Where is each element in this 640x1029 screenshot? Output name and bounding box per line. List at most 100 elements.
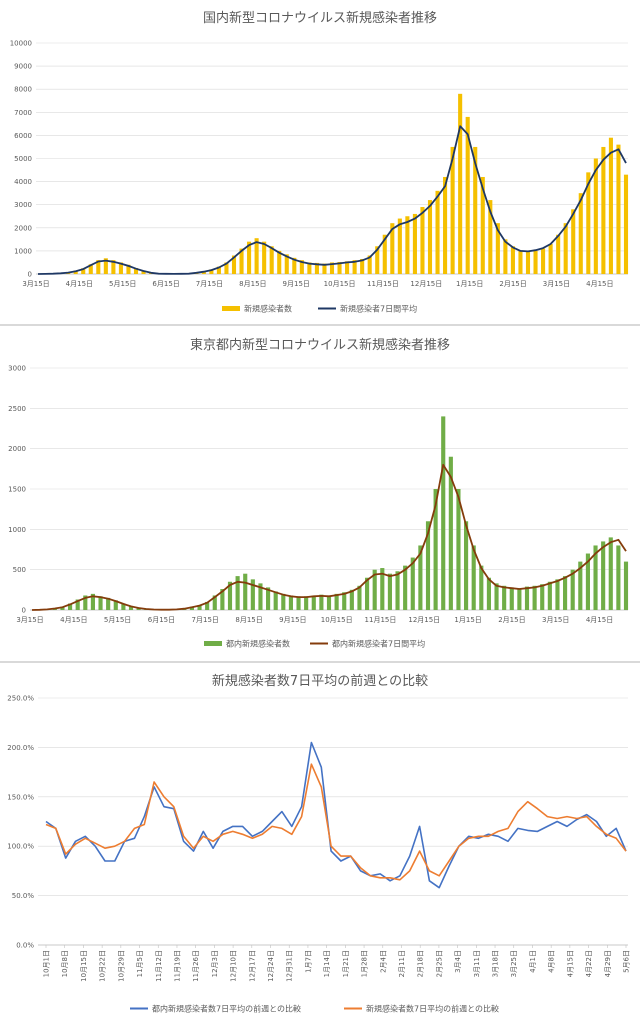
data-bar <box>281 594 285 610</box>
x-tick-label: 1月14日 <box>323 950 331 977</box>
data-bar <box>556 235 560 274</box>
data-bar <box>270 246 274 274</box>
data-bar <box>541 249 545 274</box>
y-tick-label: 10000 <box>10 40 32 48</box>
data-bar <box>357 586 361 610</box>
y-tick-label: 1500 <box>8 486 26 494</box>
data-bar <box>518 251 522 274</box>
x-tick-label: 1月15日 <box>456 280 483 288</box>
data-bar <box>555 579 559 610</box>
x-tick-label: 3月15日 <box>542 616 569 624</box>
y-tick-label: 3000 <box>8 365 26 373</box>
x-tick-label: 1月21日 <box>342 950 350 977</box>
data-bar <box>624 175 628 274</box>
x-tick-label: 3月15日 <box>16 616 43 624</box>
y-tick-label: 100.0% <box>7 843 34 851</box>
national-cases-chart: 国内新型コロナウイルス新規感染者推移0100020003000400050006… <box>0 0 640 323</box>
data-bar <box>487 578 491 610</box>
y-tick-label: 3000 <box>14 201 32 209</box>
panel-divider <box>0 661 640 663</box>
data-bar <box>420 207 424 274</box>
y-tick-label: 6000 <box>14 132 32 140</box>
x-tick-label: 5月15日 <box>104 616 131 624</box>
x-tick-label: 11月26日 <box>192 950 200 982</box>
x-tick-label: 11月5日 <box>136 950 144 977</box>
data-bar <box>456 489 460 610</box>
x-tick-label: 2月11日 <box>398 950 406 977</box>
x-tick-label: 8月15日 <box>239 280 266 288</box>
data-bar <box>601 541 605 610</box>
data-bar <box>533 586 537 610</box>
y-tick-label: 50.0% <box>12 892 35 900</box>
data-bar <box>312 595 316 610</box>
x-tick-label: 4月29日 <box>604 950 612 977</box>
data-bar <box>403 566 407 610</box>
data-bar <box>413 214 417 274</box>
data-bar <box>571 570 575 610</box>
x-tick-label: 5月6日 <box>623 950 631 973</box>
data-bar <box>549 244 553 274</box>
y-tick-label: 8000 <box>14 86 32 94</box>
y-tick-label: 4000 <box>14 178 32 186</box>
data-bar <box>296 596 300 610</box>
legend-label: 新規感染者7日間平均 <box>340 304 417 314</box>
x-tick-label: 12月15日 <box>410 280 442 288</box>
x-tick-label: 9月15日 <box>283 280 310 288</box>
data-bar <box>304 596 308 610</box>
data-bar <box>428 200 432 274</box>
x-tick-label: 2月25日 <box>435 950 443 977</box>
data-bar <box>98 596 102 610</box>
chart-title: 東京都内新型コロナウイルス新規感染者推移 <box>190 337 450 353</box>
y-tick-label: 0.0% <box>16 942 34 950</box>
data-bar <box>464 521 468 610</box>
x-tick-label: 10月22日 <box>99 950 107 982</box>
x-tick-label: 10月8日 <box>61 950 69 977</box>
x-tick-label: 12月24日 <box>267 950 275 982</box>
chart-title: 国内新型コロナウイルス新規感染者推移 <box>203 10 437 26</box>
x-tick-label: 12月31日 <box>286 950 294 982</box>
data-bar <box>289 595 293 610</box>
data-bar <box>548 582 552 610</box>
y-tick-label: 0 <box>28 271 32 279</box>
y-tick-label: 7000 <box>14 109 32 117</box>
y-tick-label: 1000 <box>14 247 32 255</box>
x-tick-label: 12月10日 <box>230 950 238 982</box>
x-tick-label: 11月15日 <box>365 616 397 624</box>
data-bar <box>517 588 521 610</box>
panel-divider <box>0 324 640 326</box>
x-tick-label: 8月15日 <box>235 616 262 624</box>
legend-label: 新規感染者数7日平均の前週との比較 <box>366 1004 499 1014</box>
x-tick-label: 11月12日 <box>155 950 163 982</box>
x-tick-label: 3月15日 <box>22 280 49 288</box>
legend-label: 新規感染者数 <box>244 304 292 314</box>
x-tick-label: 3月25日 <box>510 950 518 977</box>
y-tick-label: 2000 <box>8 445 26 453</box>
y-tick-label: 2000 <box>14 224 32 232</box>
data-bar <box>525 587 529 610</box>
legend-label: 都内新規感染者数 <box>226 639 290 649</box>
x-tick-label: 4月15日 <box>586 616 613 624</box>
data-bar <box>563 576 567 610</box>
x-tick-label: 9月15日 <box>279 616 306 624</box>
y-tick-label: 150.0% <box>7 793 34 801</box>
data-bar <box>502 586 506 610</box>
data-bar <box>274 591 278 610</box>
x-tick-label: 11月15日 <box>367 280 399 288</box>
data-bar <box>319 595 323 610</box>
data-line <box>46 764 626 880</box>
x-tick-label: 10月15日 <box>321 616 353 624</box>
data-line <box>32 465 626 610</box>
data-bar <box>594 159 598 275</box>
data-bar <box>571 209 575 274</box>
x-tick-label: 6月15日 <box>152 280 179 288</box>
x-tick-label: 2月18日 <box>417 950 425 977</box>
data-bar <box>609 537 613 610</box>
data-bar <box>533 251 537 274</box>
x-tick-label: 10月1日 <box>43 950 51 977</box>
x-tick-label: 6月15日 <box>148 616 175 624</box>
x-tick-label: 2月15日 <box>498 616 525 624</box>
data-bar <box>616 545 620 610</box>
